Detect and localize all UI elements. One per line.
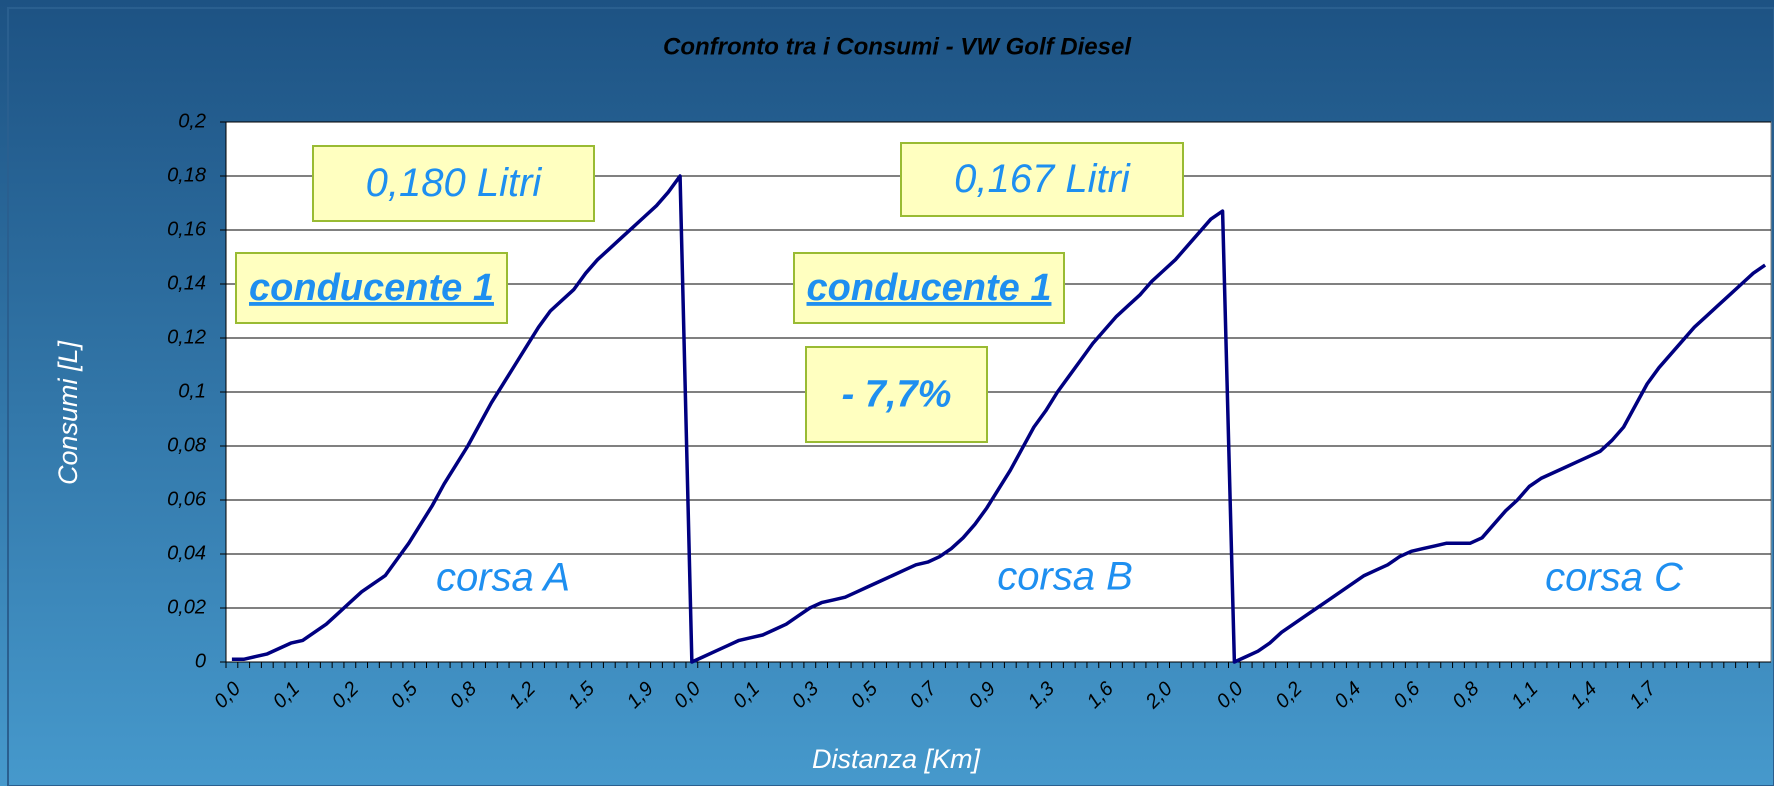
y-tick-label: 0,04 bbox=[167, 542, 206, 564]
annotation: corsa A bbox=[436, 556, 570, 600]
x-axis-title: Distanza [Km] bbox=[812, 744, 982, 774]
y-tick-label: 0 bbox=[195, 650, 206, 672]
data-line bbox=[231, 174, 1767, 664]
y-tick-label: 0,08 bbox=[167, 434, 206, 456]
y-tick-label: 0,12 bbox=[167, 326, 206, 348]
y-tick-label: 0,14 bbox=[167, 272, 206, 294]
annotation-box bbox=[235, 252, 508, 324]
annotation-box bbox=[312, 145, 595, 222]
y-tick-label: 0,06 bbox=[167, 488, 207, 510]
annotation: corsa B bbox=[997, 555, 1133, 599]
y-tick-label: 0,02 bbox=[167, 596, 206, 618]
annotation: corsa C bbox=[1545, 556, 1684, 600]
annotation: 0,167 Litri bbox=[954, 157, 1131, 201]
y-tick-label: 0,16 bbox=[167, 218, 207, 240]
annotation: - 7,7% bbox=[842, 374, 952, 416]
annotation-box bbox=[900, 142, 1184, 217]
annotation: conducente 1 bbox=[249, 267, 494, 309]
chart-frame bbox=[7, 7, 1774, 786]
annotation: 0,180 Litri bbox=[366, 161, 543, 205]
y-tick-label: 0,1 bbox=[178, 380, 206, 402]
y-axis-title: Consumi [L] bbox=[53, 339, 83, 485]
annotation: conducente 1 bbox=[807, 267, 1052, 309]
annotation-box bbox=[793, 252, 1065, 324]
annotation-box bbox=[805, 346, 988, 443]
y-tick-label: 0,2 bbox=[178, 110, 206, 132]
y-tick-label: 0,18 bbox=[167, 164, 206, 186]
chart-title: Confronto tra i Consumi - VW Golf Diesel bbox=[663, 33, 1132, 60]
